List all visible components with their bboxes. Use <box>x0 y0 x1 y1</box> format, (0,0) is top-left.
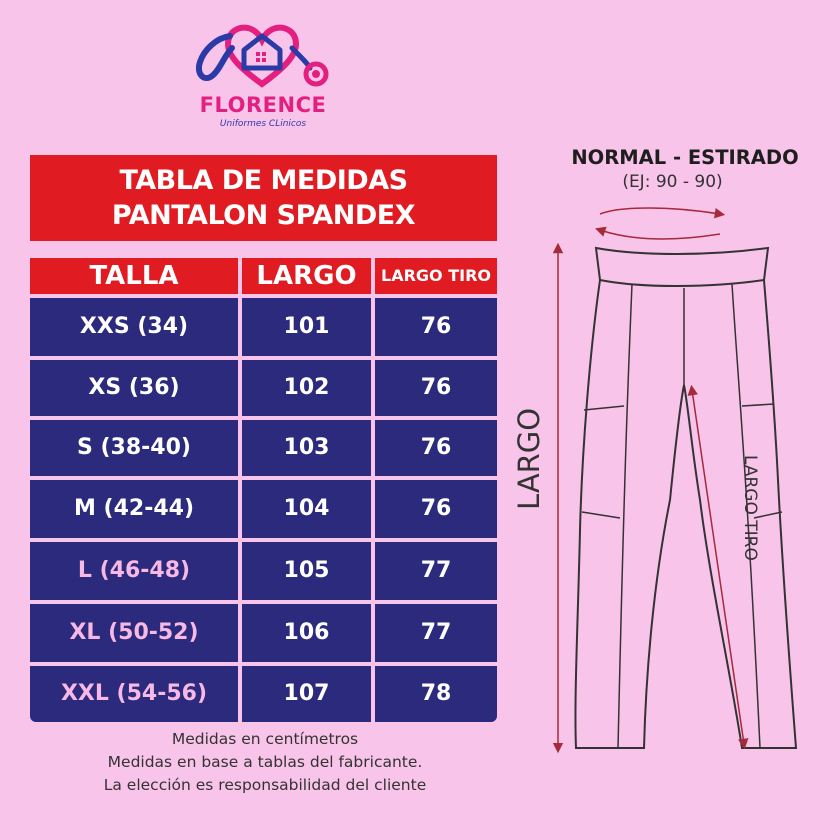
note-disclaimer: La elección es responsabilidad del clien… <box>103 776 427 794</box>
note-source: Medidas en base a tablas del fabricante. <box>107 753 423 771</box>
pants-diagram <box>552 207 798 754</box>
header-largo-tiro: LARGO TIRO <box>375 258 497 294</box>
table-title-line2: PANTALON SPANDEX <box>111 200 416 231</box>
diagram-title: NORMAL - ESTIRADO <box>571 146 799 169</box>
table-cell-largo: 103 <box>242 420 371 476</box>
largo-tiro-arrow <box>687 384 749 750</box>
table-cell-largo: 101 <box>242 298 371 356</box>
header-talla: TALLA <box>30 258 238 294</box>
table-cell-talla: L (46-48) <box>30 542 238 600</box>
footnotes: Medidas en centímetros Medidas en base a… <box>60 728 470 797</box>
table-cell-talla: M (42-44) <box>30 480 238 538</box>
table-cell-largo: 102 <box>242 360 371 416</box>
seam <box>581 511 621 519</box>
table-cell-talla: S (38-40) <box>30 420 238 476</box>
seam <box>617 283 633 749</box>
table-title-line1: TABLA DE MEDIDAS <box>119 165 408 196</box>
table-cell-largo: 105 <box>242 542 371 600</box>
seam <box>753 511 783 519</box>
table-cell-tiro: 77 <box>375 604 497 662</box>
brand-logo: FLORENCE Uniformes CLinicos <box>180 18 340 138</box>
table-cell-talla: XS (36) <box>30 360 238 416</box>
table-cell-talla: XXL (54-56) <box>30 666 238 722</box>
seam <box>741 403 775 407</box>
table-cell-largo: 104 <box>242 480 371 538</box>
pants-outline <box>574 279 798 749</box>
table-cell-talla: XXS (34) <box>30 298 238 356</box>
label-largo: LARGO <box>512 407 546 510</box>
seam <box>583 405 625 411</box>
table-cell-tiro: 77 <box>375 542 497 600</box>
table-cell-largo: 106 <box>242 604 371 662</box>
note-units: Medidas en centímetros <box>171 730 359 748</box>
label-largo-tiro: LARGO TIRO <box>740 455 760 561</box>
table-cell-tiro: 76 <box>375 420 497 476</box>
table-title-banner: TABLA DE MEDIDAS PANTALON SPANDEX <box>30 155 497 241</box>
table-cell-largo: 107 <box>242 666 371 722</box>
brand-name: FLORENCE <box>199 93 327 117</box>
header-largo: LARGO <box>242 258 371 294</box>
waist-arrow-top <box>599 207 726 219</box>
table-cell-tiro: 76 <box>375 360 497 416</box>
waistband <box>594 246 770 287</box>
diagram-subtitle: (EJ: 90 - 90) <box>622 172 723 192</box>
waist-arrow-bottom <box>595 226 721 240</box>
table-cell-tiro: 76 <box>375 480 497 538</box>
brand-tagline: Uniformes CLinicos <box>219 119 307 129</box>
table-cell-tiro: 78 <box>375 666 497 722</box>
table-cell-talla: XL (50-52) <box>30 604 238 662</box>
table-cell-tiro: 76 <box>375 298 497 356</box>
heart-stethoscope-icon <box>196 24 329 88</box>
